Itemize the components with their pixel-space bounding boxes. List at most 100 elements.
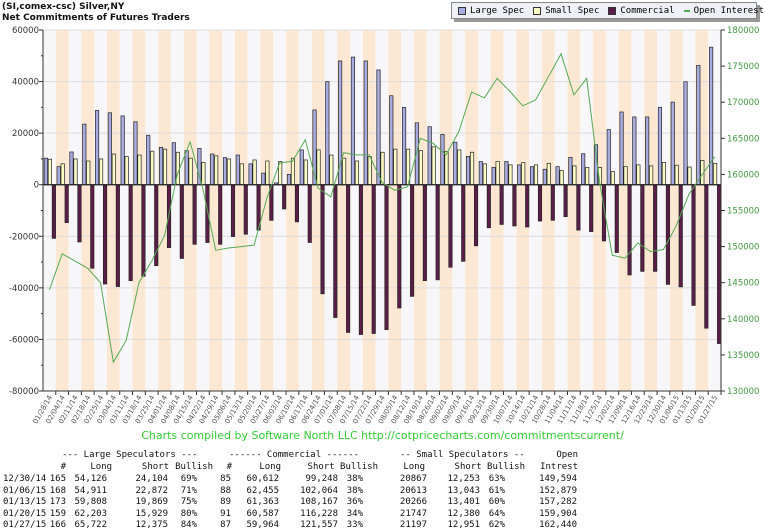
bar-small-spec — [201, 162, 206, 186]
bar-large-spec — [632, 116, 637, 186]
row-date: 01/06/15 — [3, 485, 47, 496]
bar-small-spec — [239, 163, 244, 186]
background-stripe — [554, 30, 568, 391]
bar-large-spec — [184, 150, 189, 186]
bar-small-spec — [265, 160, 270, 186]
background-stripe — [158, 30, 171, 391]
y-tick-label-right: 155000 — [727, 207, 759, 217]
table-cell: 13,401 — [447, 497, 480, 508]
bar-small-spec — [111, 153, 116, 186]
y-tick-label-left: -20000 — [9, 232, 39, 242]
table-cell: 38% — [346, 474, 363, 484]
bar-small-spec — [137, 154, 142, 186]
bar-small-spec — [687, 166, 692, 186]
column-header: Long — [90, 462, 112, 472]
table-cell: 157,282 — [539, 497, 577, 508]
bar-small-spec — [585, 167, 590, 186]
background-stripe — [209, 30, 223, 391]
bar-large-spec — [517, 164, 522, 186]
background-stripe — [541, 30, 555, 391]
credit-link[interactable]: Charts compiled by Software North LLC ht… — [141, 429, 624, 442]
group-header-commercial: ------ Commercial ------ — [229, 450, 360, 460]
table-cell: 60% — [488, 497, 505, 508]
bar-large-spec — [133, 121, 138, 186]
y-tick-label-right: 135000 — [727, 351, 759, 361]
bar-small-spec — [226, 158, 232, 186]
table-cell: 152,879 — [539, 485, 577, 496]
bar-commercial — [678, 184, 683, 288]
bar-commercial — [704, 184, 709, 329]
background-stripe — [567, 30, 581, 391]
background-stripe — [298, 30, 312, 391]
table-cell: 62,203 — [74, 508, 107, 519]
bar-small-spec — [393, 148, 398, 186]
table-cell: 64% — [488, 508, 505, 519]
group-header-small-speculators: -- Small Speculators -- — [400, 450, 525, 460]
table-cell: 21197 — [399, 520, 427, 531]
bar-commercial — [435, 184, 440, 281]
chart-subtitle: Net Commitments of Futures Traders — [2, 13, 190, 23]
bar-commercial — [653, 184, 658, 272]
bar-small-spec — [674, 164, 679, 186]
bar-small-spec — [290, 157, 296, 186]
bar-commercial — [320, 184, 325, 295]
column-header: Short Bullish — [307, 462, 378, 472]
legend-item-commercial: Commercial — [608, 6, 675, 16]
bar-small-spec — [495, 161, 500, 186]
background-stripe — [183, 30, 197, 391]
column-header: Long — [259, 462, 281, 472]
chart-title: (SI,comex-csc) Silver,NY — [2, 2, 125, 12]
bar-large-spec — [504, 161, 509, 186]
bar-small-spec — [418, 150, 423, 186]
bar-small-spec — [47, 158, 52, 186]
table-cell: 159 — [49, 508, 66, 519]
bar-large-spec — [261, 172, 266, 186]
bar-large-spec — [683, 81, 688, 186]
bar-commercial — [128, 184, 133, 281]
column-header: # — [226, 462, 232, 472]
bar-large-spec — [402, 107, 407, 186]
bar-large-spec — [82, 123, 87, 186]
table-cell: 13,043 — [447, 485, 480, 496]
row-date: 01/20/15 — [3, 508, 47, 519]
bar-commercial — [461, 184, 466, 262]
column-header: Short — [141, 462, 169, 472]
background-stripe — [260, 30, 274, 391]
bar-small-spec — [252, 159, 257, 186]
table-cell: 22,872 — [135, 485, 168, 496]
table-cell: 162,440 — [539, 520, 577, 531]
table-cell: 91 — [220, 508, 231, 519]
table-cell: 38% — [346, 485, 363, 496]
bar-large-spec — [542, 168, 547, 186]
y-tick-label-right: 165000 — [727, 134, 759, 144]
column-header: Short Bullish — [454, 462, 525, 472]
background-stripe — [490, 30, 504, 391]
bar-large-spec — [171, 142, 176, 186]
y-tick-label-left: -60000 — [9, 335, 39, 345]
y-tick-label-left: -40000 — [9, 284, 39, 294]
bar-large-spec — [696, 65, 701, 186]
column-header: Long — [403, 462, 425, 472]
table-cell: 80% — [180, 508, 197, 519]
bar-large-spec — [376, 69, 381, 186]
bar-large-spec — [389, 95, 394, 186]
bar-commercial — [525, 184, 530, 228]
legend-item-small-spec: Small Spec — [533, 6, 599, 16]
bar-commercial — [51, 184, 56, 239]
table-cell: 121,557 — [300, 520, 338, 531]
bar-small-spec — [99, 158, 104, 186]
small-spec-swatch-icon — [533, 6, 542, 15]
table-cell: 59,964 — [246, 520, 279, 531]
legend-item-large-spec: Large Spec — [458, 6, 524, 16]
bar-commercial — [474, 184, 479, 247]
bar-large-spec — [568, 157, 573, 186]
commercial-swatch-icon — [608, 6, 617, 15]
table-cell: 15,929 — [135, 508, 168, 519]
y-tick-label-left: 0 — [34, 181, 39, 191]
bar-large-spec — [146, 134, 151, 186]
large-spec-swatch-icon — [458, 6, 466, 15]
bar-commercial — [64, 184, 69, 223]
table-cell: 12,380 — [447, 508, 480, 519]
table-cell: 24,104 — [135, 474, 168, 484]
background-stripe — [222, 30, 235, 391]
